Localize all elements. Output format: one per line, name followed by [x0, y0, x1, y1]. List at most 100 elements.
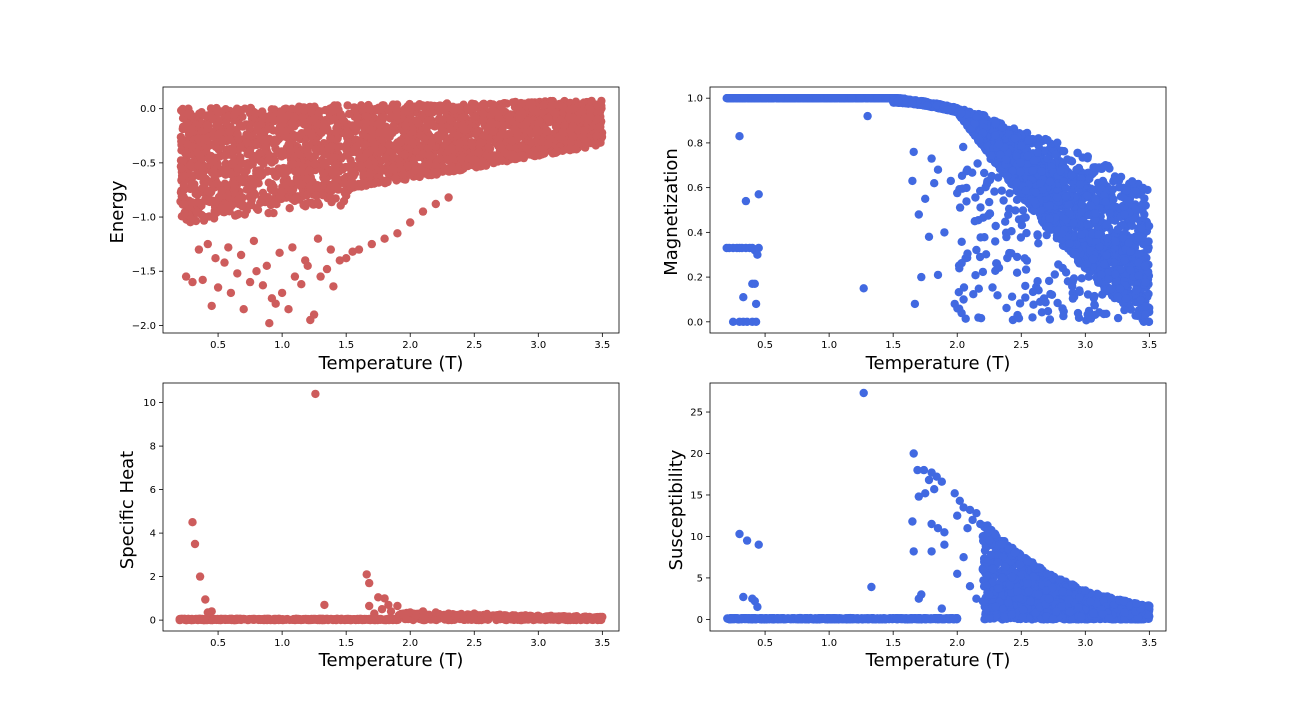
energy-point [286, 146, 295, 155]
energy-point [467, 140, 477, 149]
energy-point [496, 130, 505, 140]
energy-point [214, 130, 223, 139]
energy-point [489, 127, 498, 136]
magnetization-point [812, 94, 821, 103]
energy-point [389, 121, 398, 131]
energy-point [400, 150, 409, 159]
energy-point [544, 113, 553, 123]
energy-point [220, 258, 229, 267]
energy-point [362, 149, 372, 158]
energy-point [367, 239, 376, 249]
energy-point [234, 106, 244, 116]
energy-point [258, 281, 268, 290]
energy-point [213, 283, 223, 292]
energy-point [335, 142, 345, 151]
energy-point [269, 208, 278, 218]
magnetization-point [1083, 152, 1093, 161]
energy-point [311, 145, 320, 154]
energy-point [405, 170, 415, 179]
energy-point [515, 114, 524, 123]
energy-point [521, 120, 530, 129]
energy-point [277, 288, 287, 298]
y-tick-label: 0.0 [140, 104, 156, 115]
energy-point [288, 243, 297, 252]
energy-point [267, 199, 277, 209]
energy-panel: 0.5 1.0 1.5 2.0 2.5 3.0 3.5−2.0−1.5−1.0−0.50.0… [107, 86, 620, 374]
energy-point [303, 174, 312, 183]
energy-point [271, 299, 280, 308]
energy-point [332, 182, 341, 192]
energy-point [188, 277, 197, 287]
energy-point [433, 131, 443, 140]
energy-point [323, 126, 332, 135]
energy-point [316, 272, 325, 281]
energy-point [278, 167, 287, 176]
energy-point [210, 154, 219, 163]
energy-point [332, 175, 342, 184]
energy-point [457, 113, 467, 122]
energy-point [258, 136, 268, 145]
energy-point [326, 245, 335, 254]
energy-point [262, 261, 271, 270]
energy-point [580, 126, 589, 135]
energy-point [313, 234, 323, 243]
energy-point [486, 117, 495, 127]
energy-data [176, 96, 607, 328]
energy-point [179, 192, 188, 201]
energy-point [306, 103, 316, 113]
energy-point [526, 138, 535, 147]
magnetization-point [776, 94, 785, 103]
energy-point [265, 319, 274, 328]
energy-point [239, 305, 248, 314]
energy-point [539, 101, 548, 110]
energy-point [349, 121, 358, 130]
energy-point [427, 138, 436, 147]
energy-point [568, 114, 578, 123]
magnetization-point [1053, 138, 1062, 147]
magnetization-point [760, 94, 769, 103]
energy-point [179, 156, 188, 165]
energy-point [455, 139, 464, 148]
y-tick-label: −1.0 [132, 213, 156, 224]
energy-point [543, 126, 552, 136]
energy-point [191, 189, 200, 199]
energy-point [593, 115, 602, 124]
energy-point [305, 166, 314, 175]
energy-point [418, 150, 427, 159]
energy-point [214, 192, 224, 202]
magnetization-point [798, 94, 808, 103]
energy-point [299, 117, 308, 126]
energy-point [320, 176, 330, 185]
energy-point [377, 145, 387, 154]
energy-point [407, 104, 416, 113]
energy-point [480, 131, 489, 140]
energy-point [393, 229, 402, 238]
energy-point [501, 148, 510, 157]
energy-point [204, 177, 213, 186]
energy-point [252, 204, 261, 213]
energy-point [233, 269, 242, 278]
energy-point [254, 169, 264, 178]
energy-y-label: Energy [107, 180, 128, 243]
energy-point [282, 126, 291, 136]
energy-point [351, 103, 360, 113]
energy-point [196, 109, 205, 118]
energy-point [305, 151, 315, 161]
energy-point [406, 218, 415, 227]
energy-point [245, 277, 255, 287]
energy-point [452, 131, 462, 140]
energy-point [580, 136, 590, 145]
energy-point [259, 159, 268, 169]
energy-point [443, 147, 453, 156]
energy-point [318, 191, 327, 200]
energy-point [461, 161, 470, 170]
energy-point [597, 96, 606, 106]
energy-point [596, 122, 605, 132]
energy-point [568, 122, 578, 131]
energy-point [427, 108, 436, 118]
energy-point [586, 105, 595, 114]
energy-point [560, 121, 569, 130]
x-tick-label: 1.5 [338, 340, 354, 351]
energy-point [409, 138, 418, 147]
